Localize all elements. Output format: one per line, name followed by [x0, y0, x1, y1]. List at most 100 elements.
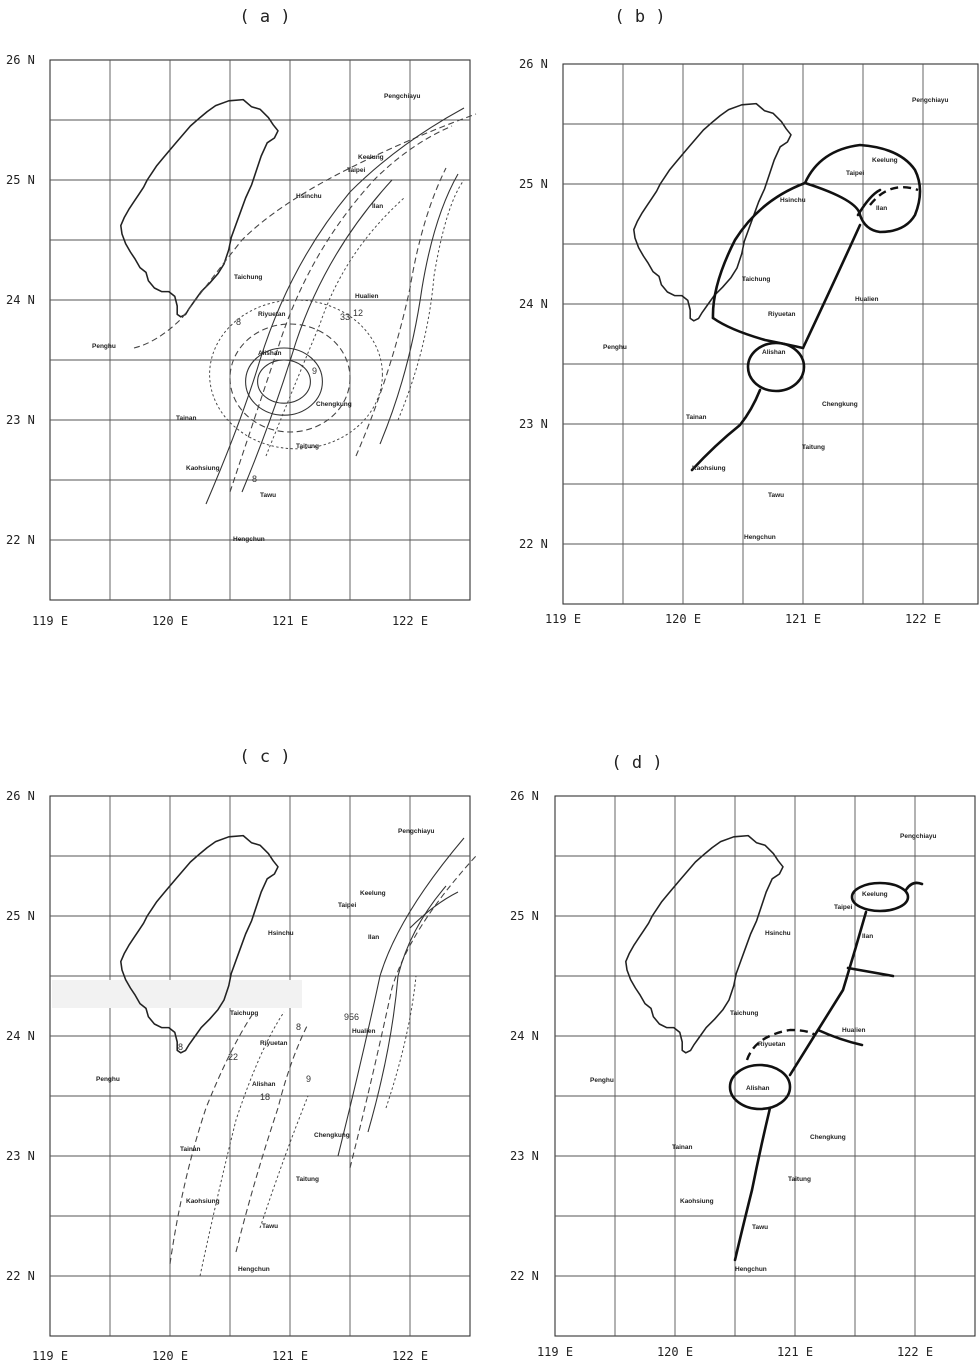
station-label: Riyuetan	[758, 1041, 785, 1048]
station-label: Riyuetan	[768, 311, 795, 318]
lon-label: 122 E	[897, 1345, 933, 1359]
station-label: Chengkung	[822, 401, 858, 408]
station-label: Tainan	[686, 414, 706, 421]
station-labels: Pengchiayu Keelung Taipei Hsinchu Ilan T…	[603, 97, 949, 541]
station-label: Hualien	[855, 296, 879, 303]
station-label: Kaohsiung	[692, 465, 726, 472]
station-label: Taichung	[230, 1010, 258, 1017]
region-boundaries	[690, 143, 922, 472]
station-label: Hengchun	[238, 1266, 270, 1273]
contour-labels: 8 33 12 9 8	[236, 308, 363, 484]
station-label: Taitung	[296, 443, 319, 450]
station-label: Chengkung	[316, 401, 352, 408]
isohyets	[133, 107, 477, 505]
station-label: Alishan	[258, 350, 282, 357]
station-label: Penghu	[603, 344, 627, 351]
station-label: Taichung	[730, 1010, 758, 1017]
station-label: Ilan	[368, 934, 379, 941]
station-label: Chengkung	[810, 1134, 846, 1141]
station-labels: Pengchiayu Keelung Taipei Hsinchu Ilan T…	[590, 833, 937, 1273]
lon-label: 122 E	[392, 1349, 428, 1363]
contour-label: 8	[236, 317, 241, 327]
station-label: Pengchiayu	[912, 97, 949, 104]
lat-label: 24 N	[6, 293, 35, 307]
station-label: Pengchiayu	[384, 93, 421, 100]
region-boundaries	[728, 881, 924, 1262]
lon-axis-labels: 119 E 120 E 121 E 122 E	[537, 1345, 933, 1359]
isohyets	[169, 837, 477, 1277]
lon-label: 119 E	[545, 612, 581, 626]
station-label: Keelung	[358, 154, 384, 161]
station-label: Riyuetan	[258, 311, 285, 318]
station-label: Penghu	[92, 343, 116, 350]
lat-label: 23 N	[510, 1149, 539, 1163]
station-labels: Pengchiayu Keelung Taipei Hsinchu Ilan T…	[92, 93, 421, 543]
station-label: Pengchiayu	[398, 828, 435, 835]
station-label: Tainan	[672, 1144, 692, 1151]
station-label: Tawu	[260, 492, 276, 499]
station-labels: Pengchiayu Keelung Taipei Hsinchu Ilan T…	[96, 828, 435, 1273]
contour-label: 12	[353, 308, 363, 318]
station-label: Penghu	[590, 1077, 614, 1084]
station-label: Ilan	[876, 205, 887, 212]
lat-label: 24 N	[510, 1029, 539, 1043]
lat-label: 22 N	[519, 537, 548, 551]
lat-axis-labels: 26 N 25 N 24 N 23 N 22 N	[510, 789, 539, 1283]
lat-axis-labels: 26 N 25 N 24 N 23 N 22 N	[6, 53, 35, 547]
lon-label: 121 E	[272, 614, 308, 628]
contour-label: 9	[306, 1074, 311, 1084]
lat-label: 25 N	[6, 173, 35, 187]
station-label: Taipei	[338, 902, 356, 909]
lat-label: 24 N	[6, 1029, 35, 1043]
map-grid	[554, 795, 976, 1337]
contour-label: 8	[296, 1022, 301, 1032]
lat-label: 26 N	[519, 57, 548, 71]
lat-label: 23 N	[519, 417, 548, 431]
station-label: Hengchun	[735, 1266, 767, 1273]
station-label: Tawu	[262, 1223, 278, 1230]
lon-label: 120 E	[665, 612, 701, 626]
lat-label: 26 N	[510, 789, 539, 803]
station-label: Taitung	[788, 1176, 811, 1183]
station-label: Chengkung	[314, 1132, 350, 1139]
lon-label: 122 E	[905, 612, 941, 626]
lon-label: 119 E	[32, 1349, 68, 1363]
station-label: Taitung	[296, 1176, 319, 1183]
lon-label: 122 E	[392, 614, 428, 628]
lat-label: 23 N	[6, 413, 35, 427]
station-label: Hsinchu	[268, 930, 294, 937]
station-label: Hualien	[842, 1027, 866, 1034]
lon-label: 119 E	[537, 1345, 573, 1359]
contour-label: 8	[178, 1042, 183, 1052]
panel-b: ( b ) 26 N 25 N 24 N 23 N 22 N 119 E 120…	[519, 7, 979, 626]
lat-label: 24 N	[519, 297, 548, 311]
lat-label: 25 N	[519, 177, 548, 191]
station-label: Hualien	[352, 1028, 376, 1035]
panel-title: ( a )	[239, 7, 290, 27]
lon-label: 120 E	[657, 1345, 693, 1359]
lon-label: 121 E	[785, 612, 821, 626]
map-grid	[562, 63, 979, 605]
lat-label: 25 N	[6, 909, 35, 923]
station-label: Tawu	[752, 1224, 768, 1231]
lat-axis-labels: 26 N 25 N 24 N 23 N 22 N	[6, 789, 35, 1283]
station-label: Hsinchu	[765, 930, 791, 937]
station-label: Hsinchu	[296, 193, 322, 200]
taiwan-coastline	[120, 834, 279, 1054]
contour-label: 8	[252, 474, 257, 484]
lon-label: 121 E	[777, 1345, 813, 1359]
panel-title: ( d )	[611, 753, 662, 773]
lat-label: 26 N	[6, 789, 35, 803]
lon-label: 120 E	[152, 614, 188, 628]
station-label: Kaohsiung	[186, 1198, 220, 1205]
station-label: Alishan	[252, 1081, 276, 1088]
station-label: Tawu	[768, 492, 784, 499]
lon-axis-labels: 119 E 120 E 121 E 122 E	[545, 612, 941, 626]
station-label: Keelung	[360, 890, 386, 897]
panel-d: ( d ) 26 N 25 N 24 N 23 N 22 N 119 E 120…	[510, 753, 976, 1359]
contour-label: 9	[312, 366, 317, 376]
station-label: Taipei	[846, 170, 864, 177]
contour-label: 18	[260, 1092, 270, 1102]
station-label: Keelung	[872, 157, 898, 164]
